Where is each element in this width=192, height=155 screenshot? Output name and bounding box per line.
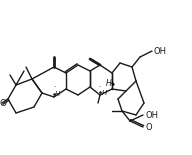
- Text: O: O: [145, 122, 152, 131]
- Text: OH: OH: [154, 46, 167, 55]
- Text: ··: ··: [53, 84, 57, 89]
- Text: H: H: [106, 78, 112, 88]
- Text: H: H: [101, 90, 107, 96]
- Text: OH: OH: [145, 111, 158, 120]
- Text: O: O: [0, 98, 7, 108]
- Text: ··: ··: [98, 84, 102, 89]
- Text: H: H: [54, 91, 60, 97]
